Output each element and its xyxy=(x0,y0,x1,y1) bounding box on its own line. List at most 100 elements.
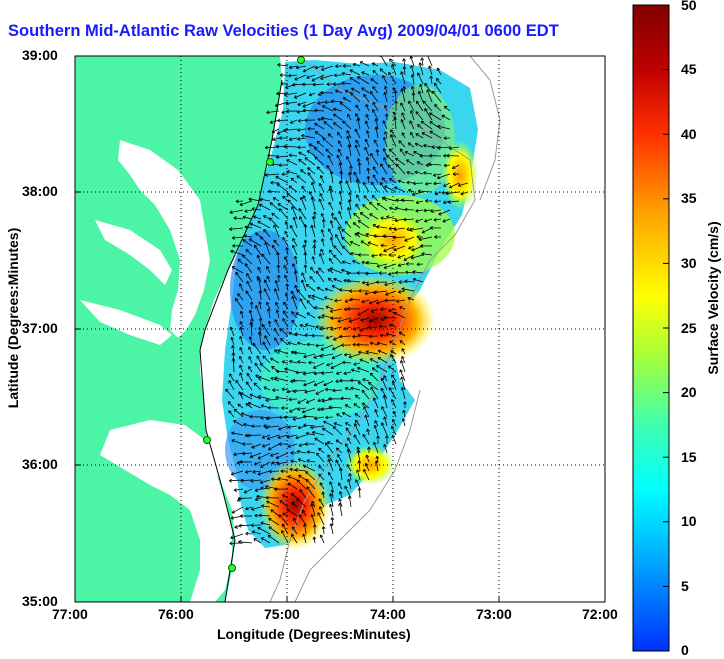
velocity-arrow-head xyxy=(242,451,246,456)
velocity-arrow-head xyxy=(320,90,324,95)
velocity-arrow xyxy=(261,537,271,544)
velocity-arrow-head xyxy=(375,149,380,153)
velocity-arrow-head xyxy=(382,394,387,399)
velocity-arrow xyxy=(290,119,298,124)
velocity-arrow xyxy=(355,203,361,211)
velocity-arrow xyxy=(306,486,316,499)
velocity-arrow-head xyxy=(365,260,369,265)
velocity-arrow-head xyxy=(262,341,266,345)
velocity-arrow xyxy=(398,140,406,148)
velocity-arrow xyxy=(384,185,397,193)
velocity-arrow xyxy=(287,425,298,428)
velocity-arrow xyxy=(240,310,244,319)
velocity-arrow-head xyxy=(345,427,350,431)
velocity-arrow xyxy=(409,227,424,231)
velocity-arrow-head xyxy=(319,506,323,510)
velocity-arrow-head xyxy=(258,301,262,305)
velocity-arrow-head xyxy=(248,336,253,340)
velocity-arrow xyxy=(401,348,406,355)
velocity-arrow xyxy=(259,331,262,346)
velocity-arrow-head xyxy=(251,530,256,534)
colorbar-tick-label: 35 xyxy=(681,190,697,206)
velocity-arrow-head xyxy=(290,177,295,182)
velocity-arrow xyxy=(382,75,388,85)
velocity-arrow-head xyxy=(324,287,329,292)
velocity-arrow-head xyxy=(293,517,297,522)
velocity-arrow-head xyxy=(373,139,378,143)
y-tick-label: 35:00 xyxy=(22,593,58,609)
velocity-arrow-head xyxy=(430,209,434,214)
velocity-arrow xyxy=(320,344,334,351)
velocity-arrow xyxy=(275,101,289,107)
velocity-arrow-head xyxy=(284,292,289,297)
velocity-arrow xyxy=(375,460,379,472)
velocity-arrow xyxy=(445,191,460,195)
velocity-arrow-head xyxy=(304,323,309,327)
velocity-arrow xyxy=(410,65,415,76)
velocity-arrow xyxy=(276,155,289,158)
velocity-arrow xyxy=(320,74,334,80)
velocity-arrow-head xyxy=(368,382,372,386)
velocity-arrow-head xyxy=(260,415,264,420)
velocity-arrow-head xyxy=(355,113,359,117)
velocity-arrow xyxy=(339,503,343,517)
velocity-arrow-head xyxy=(415,200,420,205)
velocity-arrow xyxy=(256,355,262,364)
velocity-arrow-head xyxy=(390,129,394,133)
velocity-arrow-head xyxy=(329,267,334,271)
velocity-arrow xyxy=(321,229,325,238)
velocity-arrow-head xyxy=(395,198,399,203)
velocity-arrow xyxy=(311,182,316,193)
velocity-arrow-head xyxy=(228,410,232,414)
velocity-arrow-head xyxy=(398,331,403,335)
velocity-arrow xyxy=(275,452,289,459)
velocity-arrow xyxy=(257,470,271,475)
velocity-arrow-head xyxy=(348,192,352,196)
velocity-arrow-head xyxy=(258,290,263,294)
velocity-arrow-head xyxy=(299,489,303,493)
velocity-arrow xyxy=(363,195,370,202)
velocity-arrow-head xyxy=(318,447,322,452)
y-tick-label: 36:00 xyxy=(22,456,58,472)
velocity-arrow xyxy=(335,90,343,94)
velocity-arrow-head xyxy=(356,271,360,275)
velocity-arrow-head xyxy=(386,215,390,219)
velocity-arrow xyxy=(383,137,388,148)
velocity-arrow-head xyxy=(276,264,281,268)
velocity-arrow-head xyxy=(250,523,254,528)
velocity-arrow xyxy=(247,402,262,409)
velocity-arrow-head xyxy=(248,356,252,360)
velocity-arrow-head xyxy=(362,378,366,382)
velocity-arrow xyxy=(359,212,370,220)
velocity-arrow-head xyxy=(418,62,423,66)
velocity-arrow-head xyxy=(402,66,407,70)
velocity-arrow-head xyxy=(371,62,376,66)
velocity-arrow-head xyxy=(296,407,301,411)
velocity-arrow-head xyxy=(306,312,311,316)
velocity-arrow-head xyxy=(229,227,233,231)
velocity-arrow xyxy=(313,362,325,369)
velocity-arrow-head xyxy=(322,427,326,432)
velocity-arrow-head xyxy=(234,525,238,529)
velocity-arrow xyxy=(335,234,343,247)
velocity-arrow-head xyxy=(328,472,332,476)
velocity-arrow-head xyxy=(341,81,345,86)
velocity-arrow xyxy=(229,373,235,382)
velocity-arrow xyxy=(282,318,289,328)
velocity-arrow xyxy=(259,198,271,202)
velocity-arrow-head xyxy=(314,108,318,113)
velocity-arrow-head xyxy=(252,469,256,474)
velocity-arrow xyxy=(262,443,271,447)
velocity-arrow xyxy=(357,450,361,463)
velocity-arrow-head xyxy=(321,526,326,530)
velocity-arrow-head xyxy=(297,118,301,123)
velocity-arrow xyxy=(317,101,325,104)
velocity-arrow-head xyxy=(277,63,281,67)
velocity-arrow-head xyxy=(337,226,342,230)
velocity-arrow xyxy=(288,74,298,77)
velocity-arrow xyxy=(313,245,316,256)
velocity-arrow xyxy=(268,517,280,526)
velocity-arrow-head xyxy=(391,64,395,68)
velocity-arrow-head xyxy=(363,195,367,199)
velocity-arrow-head xyxy=(321,218,326,222)
